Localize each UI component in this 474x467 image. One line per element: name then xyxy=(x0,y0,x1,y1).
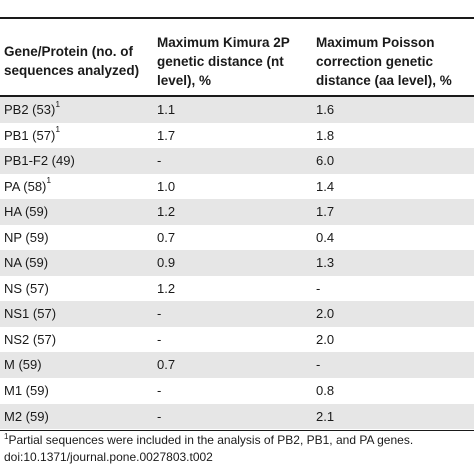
cell-nt-distance: 1.7 xyxy=(157,127,176,143)
header-line: correction genetic xyxy=(316,54,434,69)
cell-gene: NS (57) xyxy=(4,276,49,302)
cell-aa-distance: 0.4 xyxy=(316,229,335,245)
cell-aa-distance: - xyxy=(316,280,321,296)
table-row: HA (59) 1.2 1.7 xyxy=(0,199,474,225)
cell-aa-distance: 1.7 xyxy=(316,204,335,220)
cell-aa-distance: 2.1 xyxy=(316,408,335,424)
gene-label: PB1 (57) xyxy=(4,127,56,143)
cell-aa-distance: 2.0 xyxy=(316,306,335,322)
header-poisson-distance: Maximum Poisson correction genetic dista… xyxy=(316,33,474,90)
cell-gene: NP (59) xyxy=(4,225,49,251)
cell-aa-distance: 1.8 xyxy=(316,127,335,143)
table-body: PB2 (53)1 1.1 1.6 PB1 (57)1 1.7 1.8 PB1-F2 (49… xyxy=(0,97,474,430)
cell-gene: HA (59) xyxy=(4,199,48,225)
footnote-text: Partial sequences were included in the a… xyxy=(8,433,414,447)
cell-gene: NA (59) xyxy=(4,250,48,276)
gene-label: M2 (59) xyxy=(4,408,49,424)
cell-nt-distance: 1.2 xyxy=(157,204,176,220)
header-line: genetic distance (nt xyxy=(157,54,284,69)
cell-gene: PB1-F2 (49) xyxy=(4,148,75,174)
gene-label: M (59) xyxy=(4,357,42,373)
gene-label: PA (58) xyxy=(4,178,47,194)
gene-label: PB2 (53) xyxy=(4,102,56,117)
cell-nt-distance: - xyxy=(157,331,162,347)
table-row: NP (59) 0.7 0.4 xyxy=(0,225,474,251)
cell-gene: PB2 (53)1 xyxy=(4,97,60,123)
table-header: Gene/Protein (no. of sequences analyzed)… xyxy=(0,31,474,97)
footnote-mark: 1 xyxy=(55,98,61,109)
footnote-mark: 1 xyxy=(46,175,52,186)
cell-nt-distance: 1.2 xyxy=(157,280,176,296)
cell-nt-distance: 0.7 xyxy=(157,229,176,245)
cell-gene: PB1 (57)1 xyxy=(4,123,60,149)
header-kimura-distance: Maximum Kimura 2P genetic distance (nt l… xyxy=(157,33,317,90)
header-gene-protein: Gene/Protein (no. of sequences analyzed) xyxy=(4,42,154,80)
cell-aa-distance: 1.3 xyxy=(316,255,335,271)
cell-aa-distance: 1.6 xyxy=(316,102,335,117)
table-row: NA (59) 0.9 1.3 xyxy=(0,250,474,276)
footnote-mark: 1 xyxy=(55,124,61,135)
header-line: Gene/Protein (no. of xyxy=(4,44,134,59)
cell-gene: NS2 (57) xyxy=(4,327,56,353)
table-row: NS1 (57) - 2.0 xyxy=(0,301,474,327)
header-rule xyxy=(0,95,474,97)
cell-nt-distance: 1.0 xyxy=(157,178,176,194)
gene-label: NS (57) xyxy=(4,280,49,296)
cell-gene: NS1 (57) xyxy=(4,301,56,327)
cell-gene: M (59) xyxy=(4,352,42,378)
cell-aa-distance: 6.0 xyxy=(316,153,335,169)
header-line: sequences analyzed) xyxy=(4,63,140,78)
cell-nt-distance: 0.7 xyxy=(157,357,176,373)
table-row: M1 (59) - 0.8 xyxy=(0,378,474,404)
table-row: M2 (59) - 2.1 xyxy=(0,403,474,430)
cell-aa-distance: 1.4 xyxy=(316,178,335,194)
gene-label: NA (59) xyxy=(4,255,49,271)
gene-label: M1 (59) xyxy=(4,383,49,399)
table-footnote: 1Partial sequences were included in the … xyxy=(4,432,413,448)
footnote-mark: 1 xyxy=(4,432,9,441)
top-rule xyxy=(0,17,474,19)
cell-nt-distance: - xyxy=(157,153,162,169)
cell-aa-distance: 0.8 xyxy=(316,383,335,399)
cell-nt-distance: 0.9 xyxy=(157,255,176,271)
cell-aa-distance: 2.0 xyxy=(316,331,335,347)
bottom-rule xyxy=(0,430,474,431)
header-line: distance (aa level), % xyxy=(316,73,452,88)
table-row: M (59) 0.7 - xyxy=(0,352,474,379)
doi-link[interactable]: doi:10.1371/journal.pone.0027803.t002 xyxy=(4,450,213,464)
table-row: NS2 (57) - 2.0 xyxy=(0,327,474,353)
table-row: NS (57) 1.2 - xyxy=(0,276,474,302)
cell-gene: PA (58)1 xyxy=(4,174,51,200)
table-row: PB1-F2 (49) - 6.0 xyxy=(0,148,474,174)
header-line: Maximum Poisson xyxy=(316,35,435,50)
header-line: level), % xyxy=(157,73,212,88)
cell-nt-distance: - xyxy=(157,408,162,424)
table-row: PB2 (53)1 1.1 1.6 xyxy=(0,97,474,123)
gene-label: NP (59) xyxy=(4,229,49,245)
gene-label: NS1 (57) xyxy=(4,306,57,322)
cell-gene: M2 (59) xyxy=(4,404,49,430)
cell-nt-distance: 1.1 xyxy=(157,102,176,117)
cell-nt-distance: - xyxy=(157,383,162,399)
cell-gene: M1 (59) xyxy=(4,378,49,404)
table-row: PB1 (57)1 1.7 1.8 xyxy=(0,123,474,149)
cell-nt-distance: - xyxy=(157,306,162,322)
header-line: Maximum Kimura 2P xyxy=(157,35,290,50)
table-row: PA (58)1 1.0 1.4 xyxy=(0,174,474,200)
gene-label: NS2 (57) xyxy=(4,331,57,347)
gene-label: HA (59) xyxy=(4,204,49,220)
gene-label: PB1-F2 (49) xyxy=(4,153,75,169)
cell-aa-distance: - xyxy=(316,357,321,373)
